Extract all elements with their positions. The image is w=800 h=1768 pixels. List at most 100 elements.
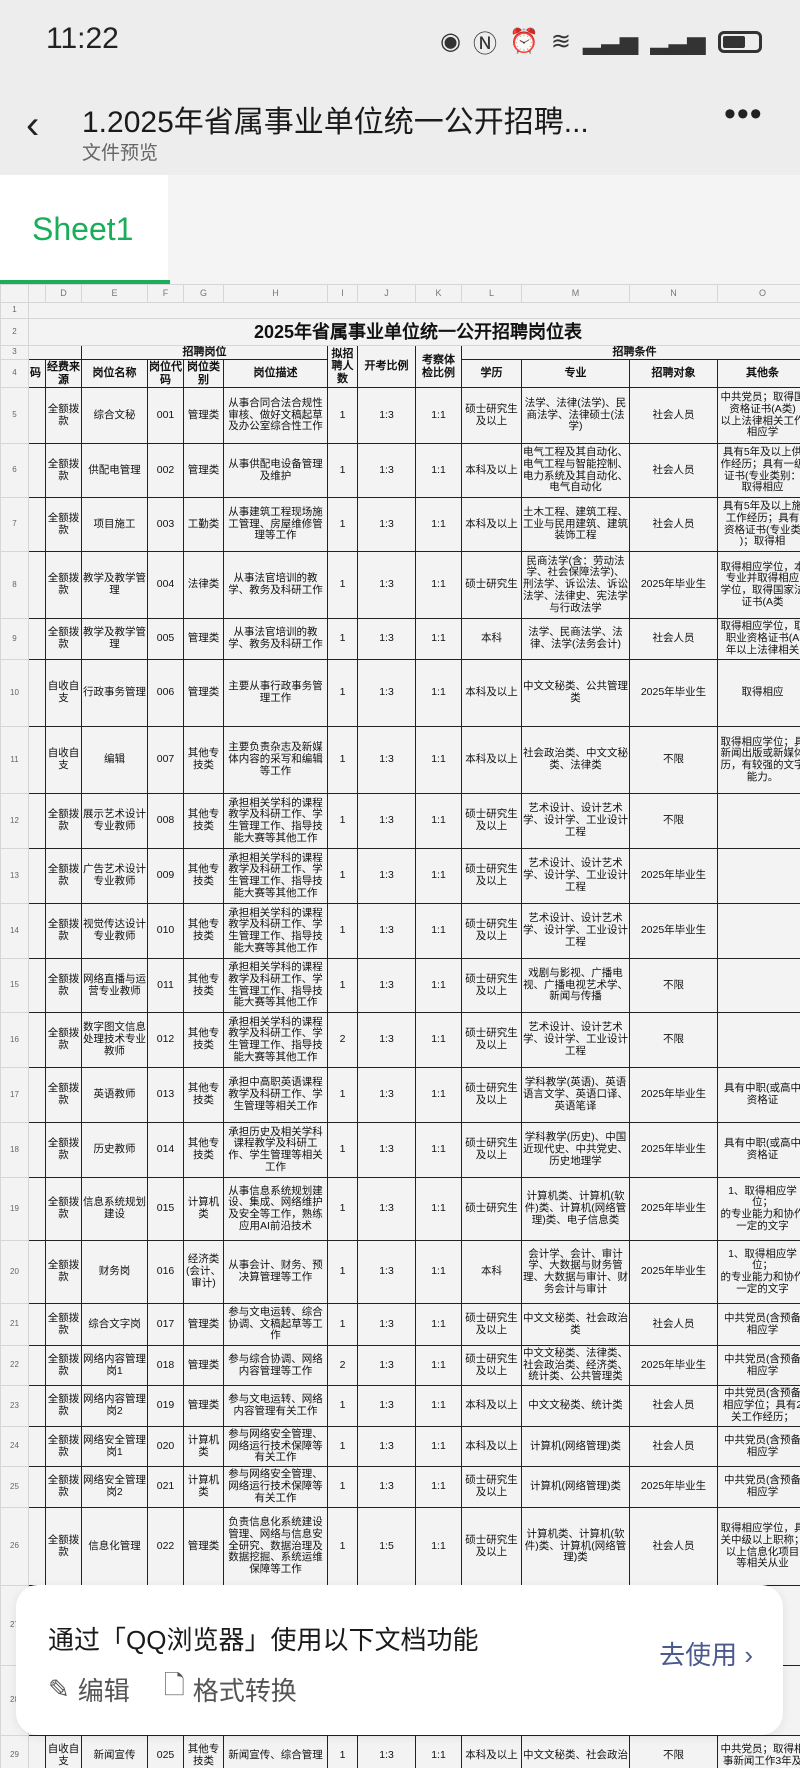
table-cell[interactable]: 不限 <box>629 1012 718 1068</box>
table-cell[interactable]: 1 <box>327 1426 358 1467</box>
table-cell[interactable]: 1:1 <box>415 1735 462 1768</box>
table-cell[interactable] <box>28 659 46 727</box>
table-cell[interactable]: 网络内容管理岗2 <box>81 1385 148 1427</box>
table-cell[interactable]: 本科及以上 <box>461 659 522 727</box>
table-cell[interactable]: 1:1 <box>415 1385 462 1427</box>
tab-sheet1[interactable]: Sheet1 <box>0 175 170 284</box>
table-cell[interactable]: 网络内容管理岗1 <box>81 1345 148 1386</box>
header-position-code[interactable]: 岗位代码 <box>147 359 184 388</box>
table-cell[interactable]: 1:3 <box>357 1303 416 1346</box>
table-cell[interactable]: 1:1 <box>415 1466 462 1508</box>
row-number[interactable]: 22 <box>0 1345 29 1386</box>
table-cell[interactable]: 1:3 <box>357 1240 416 1304</box>
header-description[interactable]: 岗位描述 <box>223 359 328 388</box>
table-cell[interactable]: 全额拨款 <box>45 848 82 904</box>
table-cell[interactable]: 2025年毕业生 <box>629 659 718 727</box>
table-cell[interactable]: 011 <box>147 958 184 1013</box>
table-cell[interactable]: 1:1 <box>415 387 462 444</box>
table-cell[interactable]: 中文文秘类、社会政治类 <box>521 1303 630 1346</box>
table-cell[interactable] <box>28 302 800 319</box>
table-cell[interactable]: 法学、民商法学、法律、法学(法务会计) <box>521 618 630 660</box>
table-cell[interactable]: 1:3 <box>357 1012 416 1068</box>
header-headcount[interactable]: 拟招聘人数 <box>327 345 358 388</box>
back-chevron-icon[interactable]: ‹ <box>26 103 40 147</box>
table-cell[interactable]: 管理类 <box>183 1507 224 1586</box>
table-cell[interactable]: 新闻宣传、综合管理 <box>223 1735 328 1768</box>
table-cell[interactable] <box>717 793 800 849</box>
table-cell[interactable]: 中共党员(含预备 相应学 <box>717 1426 800 1467</box>
group-header-conditions[interactable]: 招聘条件 <box>461 345 800 360</box>
row-number[interactable]: 10 <box>0 659 29 727</box>
table-cell[interactable]: 1:1 <box>415 1303 462 1346</box>
table-cell[interactable]: 其他专技类 <box>183 1122 224 1178</box>
table-cell[interactable]: 2025年毕业生 <box>629 551 718 619</box>
table-cell[interactable]: 003 <box>147 497 184 552</box>
table-cell[interactable] <box>28 1466 46 1508</box>
table-cell[interactable]: 本科及以上 <box>461 1385 522 1427</box>
table-cell[interactable]: 承担相关学科的课程教学及科研工作、学生管理工作、指导技能大赛等其他工作 <box>223 958 328 1013</box>
table-cell[interactable]: 经济类(会计、审计) <box>183 1240 224 1304</box>
table-cell[interactable]: 承担中高职英语课程教学及科研工作、学生管理等相关工作 <box>223 1067 328 1123</box>
table-cell[interactable] <box>28 1067 46 1123</box>
table-cell[interactable]: 参与网络安全管理、网络运行技术保障等有关工作 <box>223 1466 328 1508</box>
table-cell[interactable]: 1:1 <box>415 618 462 660</box>
table-cell[interactable]: 1 <box>327 1240 358 1304</box>
table-cell[interactable]: 2 <box>327 1012 358 1068</box>
table-cell[interactable] <box>28 1735 46 1768</box>
table-cell[interactable]: 中共党员(含预备 相应学 <box>717 1303 800 1346</box>
table-cell[interactable]: 021 <box>147 1466 184 1508</box>
table-cell[interactable]: 1:1 <box>415 497 462 552</box>
table-cell[interactable]: 2025年毕业生 <box>629 1067 718 1123</box>
table-cell[interactable]: 本科 <box>461 618 522 660</box>
table-cell[interactable]: 负责信息化系统建设管理、网络与信息安全研究、数据治理及数据挖掘、系统运维保障等工… <box>223 1507 328 1586</box>
table-cell[interactable]: 供配电管理 <box>81 443 148 498</box>
table-cell[interactable]: 硕士研究生及以上 <box>461 848 522 904</box>
column-header[interactable]: J <box>357 284 416 303</box>
table-cell[interactable]: 其他专技类 <box>183 903 224 959</box>
table-cell[interactable]: 社会政治类、中文文秘类、法律类 <box>521 726 630 794</box>
header-position-type[interactable]: 岗位类别 <box>183 359 224 388</box>
column-header[interactable]: H <box>223 284 328 303</box>
table-cell[interactable]: 取得相应 <box>717 659 800 727</box>
table-cell[interactable]: 不限 <box>629 1735 718 1768</box>
table-cell[interactable]: 017 <box>147 1303 184 1346</box>
table-cell[interactable]: 1:3 <box>357 958 416 1013</box>
table-cell[interactable] <box>28 1345 46 1386</box>
table-cell[interactable]: 1:1 <box>415 1426 462 1467</box>
table-cell[interactable]: 不限 <box>629 958 718 1013</box>
table-cell[interactable]: 硕士研究生 <box>461 551 522 619</box>
table-cell[interactable]: 013 <box>147 1067 184 1123</box>
table-cell[interactable]: 从事合同合法合规性审核、做好文稿起草及办公室综合性工作 <box>223 387 328 444</box>
header-check-ratio[interactable]: 考察体检比例 <box>415 345 462 388</box>
table-cell[interactable]: 1:3 <box>357 1177 416 1241</box>
table-cell[interactable]: 中共党员(含预备 相应学位；具有2 关工作经历； <box>717 1385 800 1427</box>
table-cell[interactable]: 学科教学(历史)、中国近现代史、中共党史、历史地理学 <box>521 1122 630 1178</box>
table-cell[interactable]: 1:1 <box>415 958 462 1013</box>
table-cell[interactable]: 1:1 <box>415 1067 462 1123</box>
table-cell[interactable]: 计算机类 <box>183 1426 224 1467</box>
table-cell[interactable]: 中共党员；取得国 资格证书(A类) 以上法律相关工作 相应学 <box>717 387 800 444</box>
table-cell[interactable]: 1:1 <box>415 726 462 794</box>
row-number[interactable]: 2 <box>0 318 29 346</box>
table-cell[interactable]: 1:1 <box>415 551 462 619</box>
table-cell[interactable]: 从事法官培训的教学、教务及科研工作 <box>223 618 328 660</box>
table-cell[interactable]: 1:3 <box>357 443 416 498</box>
table-cell[interactable]: 英语教师 <box>81 1067 148 1123</box>
header-major[interactable]: 专业 <box>521 359 630 388</box>
table-cell[interactable]: 教学及教学管理 <box>81 551 148 619</box>
row-number[interactable]: 8 <box>0 551 29 619</box>
row-number[interactable]: 5 <box>0 387 29 444</box>
table-cell[interactable]: 取得相应学位，具 关中级以上职称； 以上信息化项目 等相关从业 <box>717 1507 800 1586</box>
corner-cell[interactable] <box>0 284 29 303</box>
table-cell[interactable]: 2 <box>327 1345 358 1386</box>
table-cell[interactable]: 社会人员 <box>629 1385 718 1427</box>
table-cell[interactable]: 中共党员(含预备 相应学 <box>717 1466 800 1508</box>
header-code-partial[interactable]: 码 <box>28 359 46 388</box>
table-cell[interactable]: 全额拨款 <box>45 793 82 849</box>
row-number[interactable]: 29 <box>0 1735 29 1768</box>
table-cell[interactable] <box>28 345 82 360</box>
table-cell[interactable] <box>28 1012 46 1068</box>
table-cell[interactable]: 管理类 <box>183 1303 224 1346</box>
table-cell[interactable]: 1:1 <box>415 1012 462 1068</box>
table-cell[interactable]: 戏剧与影视、广播电视、广播电视艺术学、新闻与传播 <box>521 958 630 1013</box>
